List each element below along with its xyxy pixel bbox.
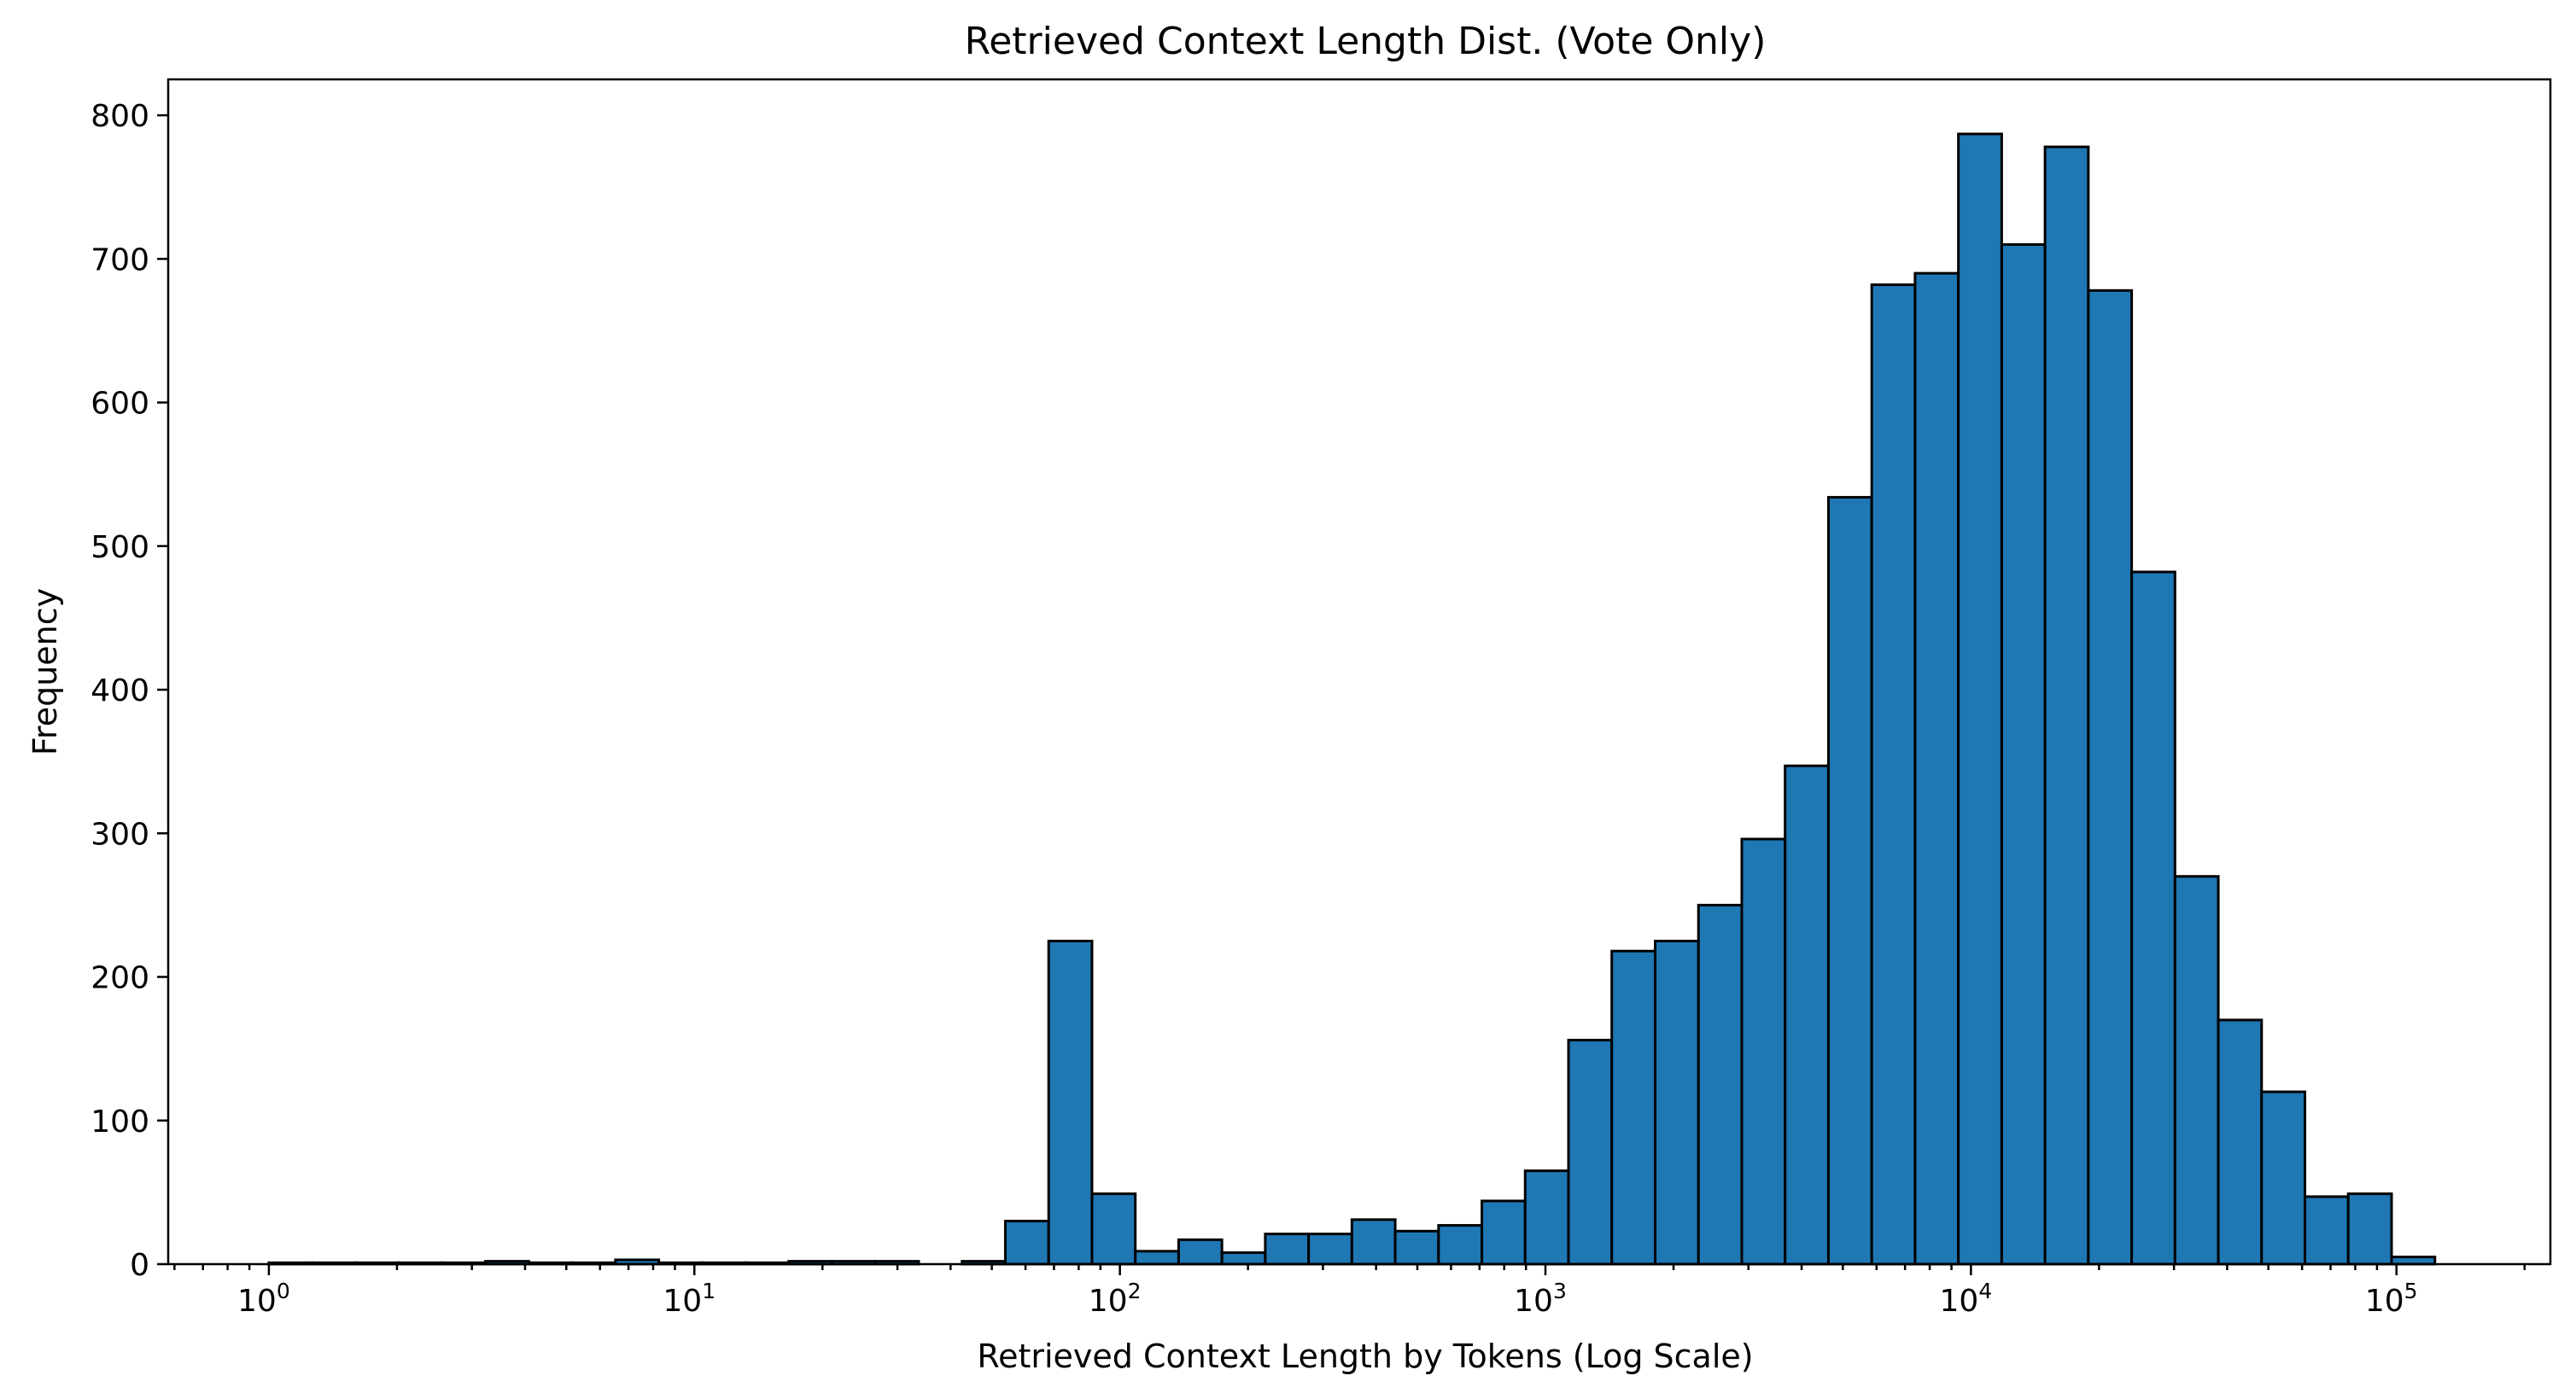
histogram-bar (1870, 283, 1917, 1266)
histogram-bar (1567, 1039, 1614, 1266)
histogram-bar (2000, 242, 2047, 1266)
histogram-bar (2173, 875, 2220, 1266)
y-tick-label: 700 (91, 242, 149, 277)
x-axis-label: Retrieved Context Length by Tokens (Log … (977, 1338, 1753, 1375)
histogram-bar (1784, 764, 1830, 1266)
histogram-bar (1307, 1233, 1353, 1266)
histogram-bar (1220, 1251, 1267, 1266)
histogram-bar (1090, 1192, 1137, 1266)
bars-group (267, 132, 2437, 1266)
histogram-bar (2130, 570, 2176, 1266)
y-tick-label: 0 (130, 1248, 149, 1283)
histogram-bar (1957, 132, 2003, 1266)
y-tick-label: 800 (91, 99, 149, 134)
histogram-bar (1740, 837, 1787, 1266)
histogram-bar (1177, 1238, 1224, 1266)
x-tick-label: 105 (2365, 1279, 2418, 1319)
histogram-bar (1350, 1218, 1397, 1266)
histogram-bar (1264, 1233, 1311, 1266)
y-tick-label: 600 (91, 387, 149, 422)
x-tick-label: 100 (237, 1279, 290, 1319)
histogram-bar (2304, 1195, 2350, 1266)
y-tick-label: 300 (91, 817, 149, 852)
histogram-bar (2346, 1192, 2393, 1266)
histogram-bar (1047, 939, 1094, 1266)
x-axis: 100 101 102 103 104 105 (173, 1264, 2526, 1319)
histogram-bar (1610, 949, 1657, 1266)
histogram-bar (2043, 145, 2090, 1266)
x-tick-label: 103 (1514, 1279, 1567, 1319)
y-axis-label: Frequency (26, 588, 64, 755)
histogram-bar (1003, 1220, 1050, 1266)
x-tick-label: 101 (663, 1279, 716, 1319)
y-tick-label: 400 (91, 673, 149, 708)
x-tick-label: 104 (1940, 1279, 1993, 1319)
histogram-bar (1697, 903, 1744, 1266)
histogram-bar (2087, 289, 2134, 1266)
histogram-bar (2260, 1090, 2307, 1266)
histogram-bar (1826, 496, 1873, 1266)
histogram-bar (1437, 1224, 1484, 1266)
histogram-bar (2217, 1018, 2263, 1266)
chart-title: Retrieved Context Length Dist. (Vote Onl… (965, 20, 1767, 63)
plot-frame (166, 78, 2552, 1266)
y-tick-label: 500 (91, 530, 149, 565)
histogram-bar (1393, 1229, 1440, 1266)
histogram-bar (1481, 1199, 1527, 1266)
histogram-bar (1134, 1250, 1180, 1266)
x-tick-label: 102 (1089, 1279, 1142, 1319)
y-tick-label: 200 (91, 961, 149, 996)
histogram-bar (1523, 1169, 1570, 1266)
histogram-bar (1654, 939, 1700, 1266)
histogram-bar (2390, 1256, 2437, 1266)
y-tick-label: 100 (91, 1105, 149, 1140)
histogram-bar (1913, 271, 1960, 1266)
y-axis: 0 100 200 300 400 500 600 700 800 (91, 99, 168, 1283)
